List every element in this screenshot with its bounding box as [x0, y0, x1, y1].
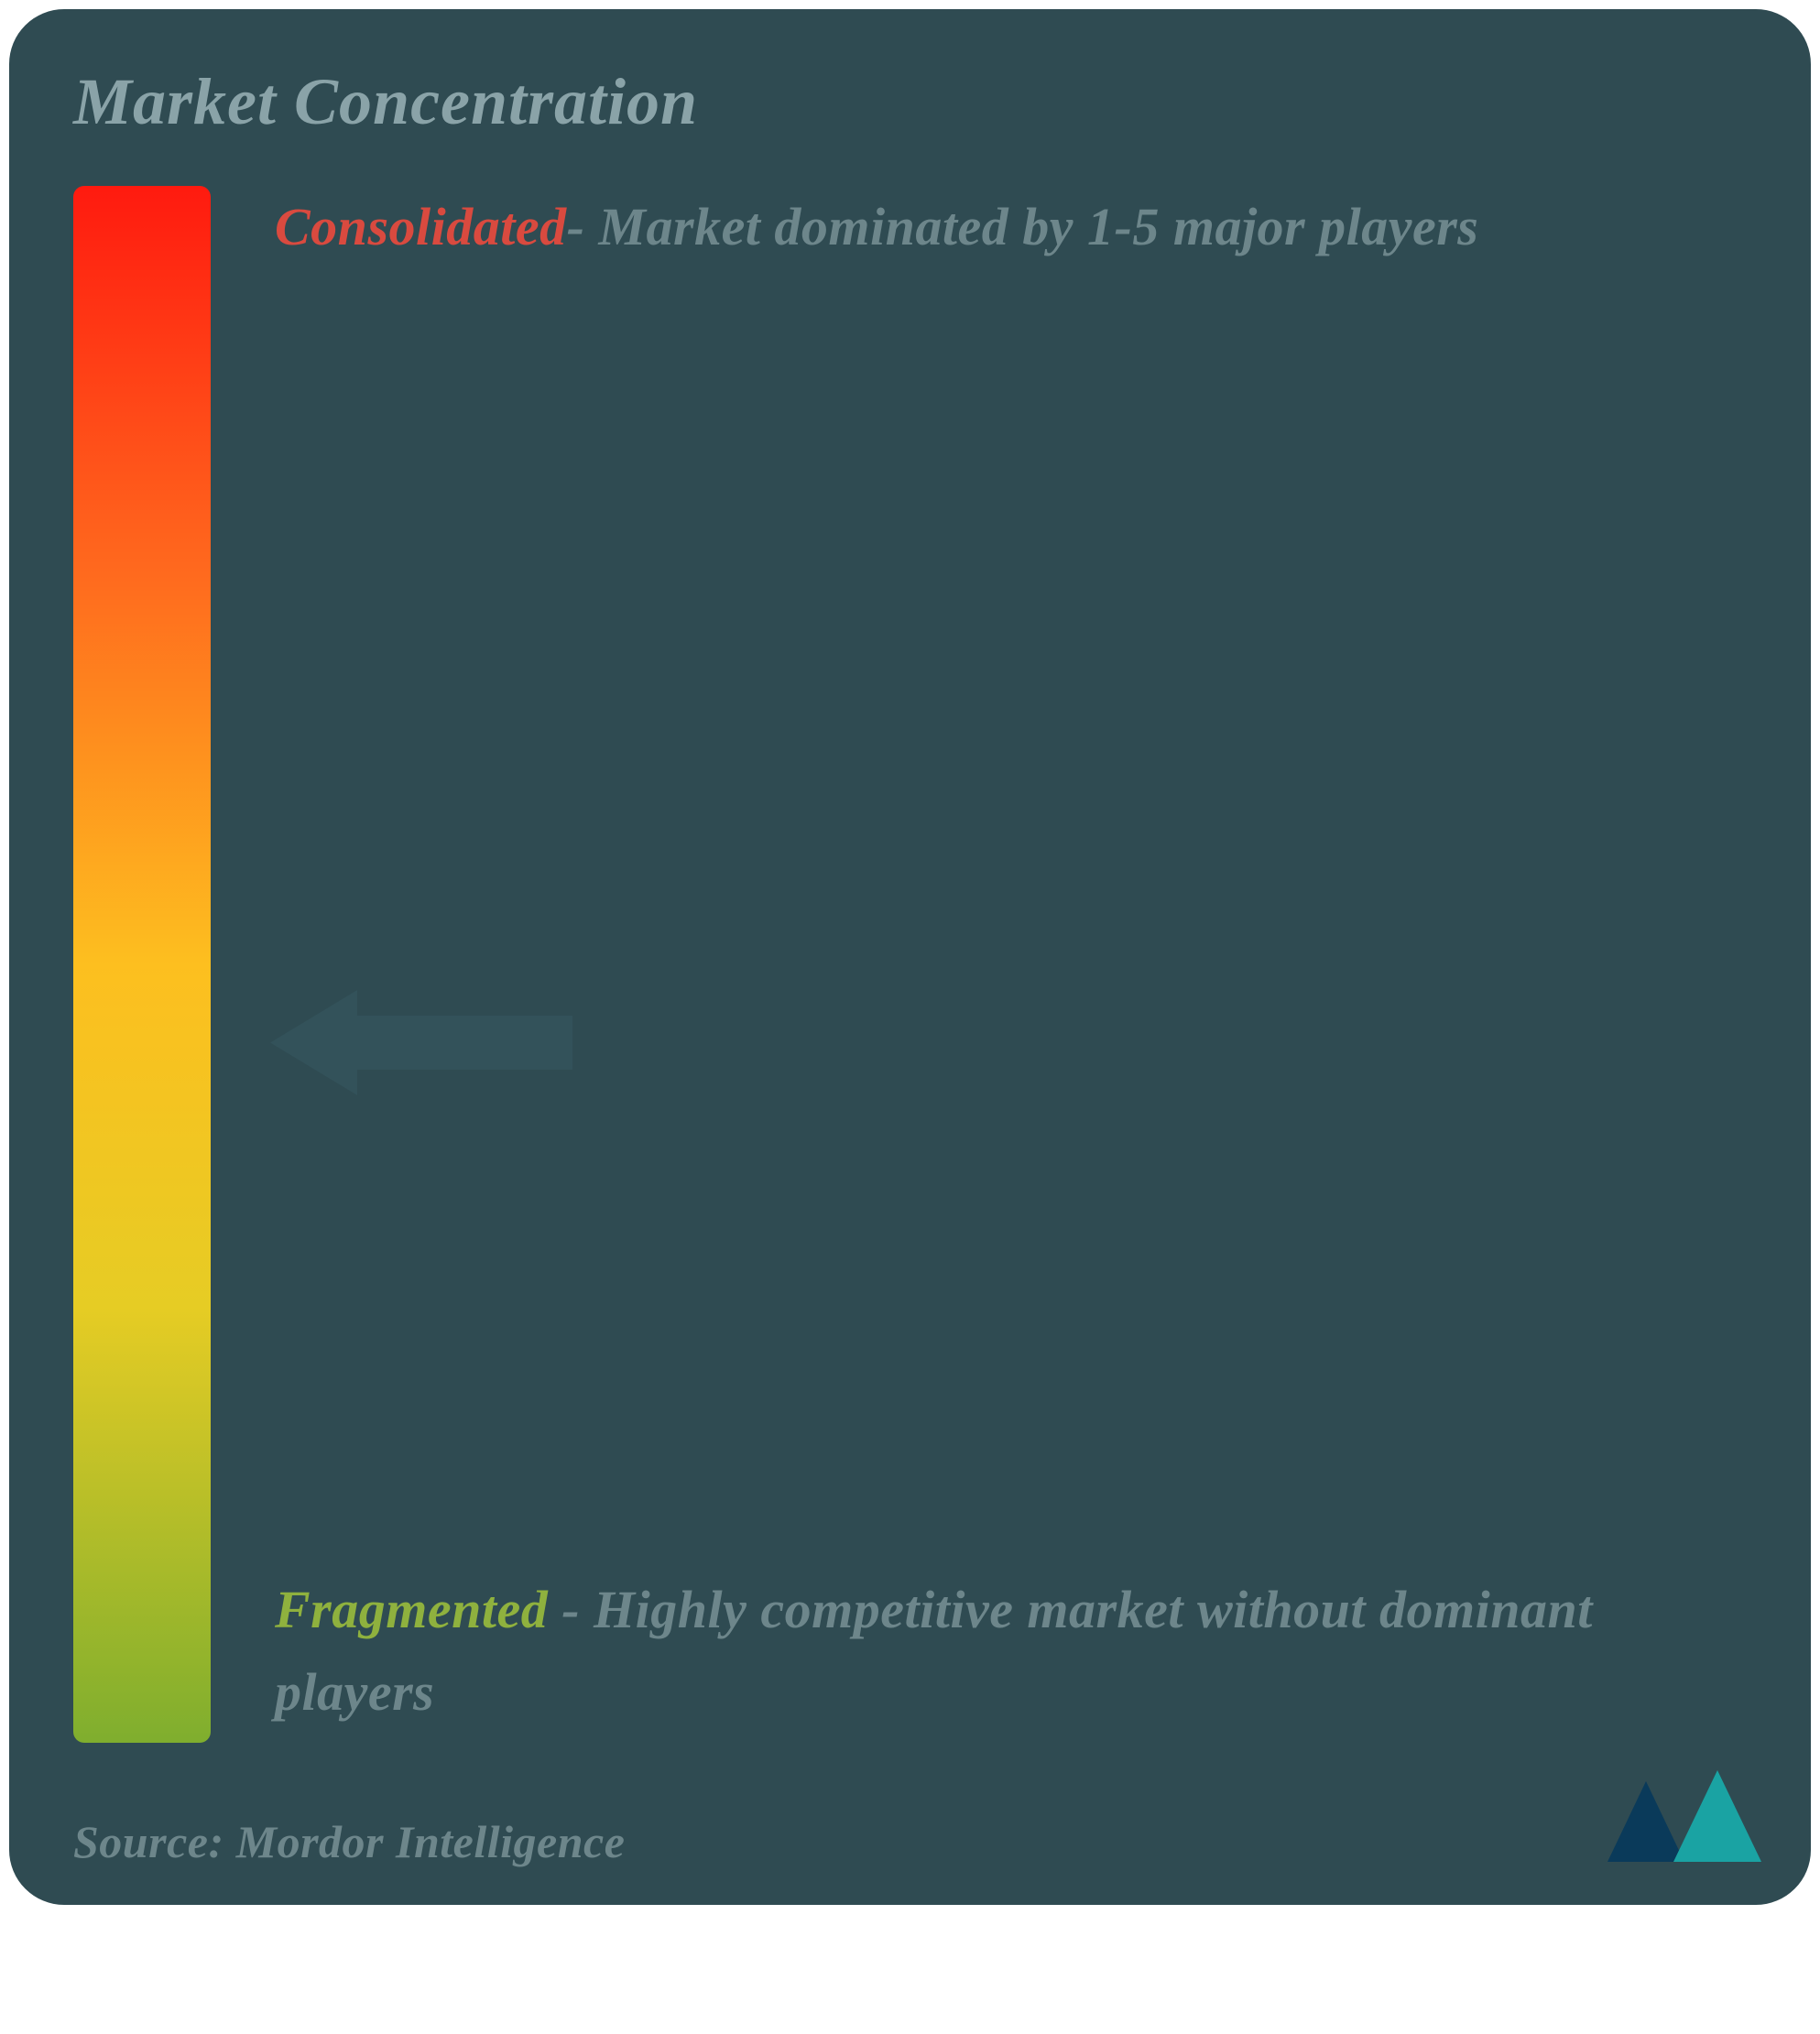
source-label: Source: — [73, 1816, 224, 1867]
brand-logo — [1600, 1763, 1765, 1873]
consolidated-description: - Market dominated by 1-5 major players — [567, 197, 1479, 256]
source-line: Source: Mordor Intelligence — [73, 1815, 625, 1868]
concentration-gradient-bar — [73, 186, 211, 1743]
card-title: Market Concentration — [73, 64, 1747, 140]
position-arrow — [270, 990, 572, 1095]
consolidated-term: Consolidated — [275, 197, 567, 256]
arrow-left-icon — [270, 990, 572, 1095]
market-concentration-card: Market Concentration Consolidated- Marke… — [9, 9, 1811, 1905]
source-name: Mordor Intelligence — [224, 1816, 626, 1867]
logo-icon — [1600, 1763, 1765, 1873]
fragmented-label: Fragmented - Highly competitive market w… — [275, 1569, 1710, 1734]
fragmented-term: Fragmented — [275, 1580, 548, 1639]
content-area: Consolidated- Market dominated by 1-5 ma… — [73, 186, 1747, 1743]
consolidated-label: Consolidated- Market dominated by 1-5 ma… — [275, 186, 1710, 268]
labels-area: Consolidated- Market dominated by 1-5 ma… — [211, 186, 1747, 1743]
